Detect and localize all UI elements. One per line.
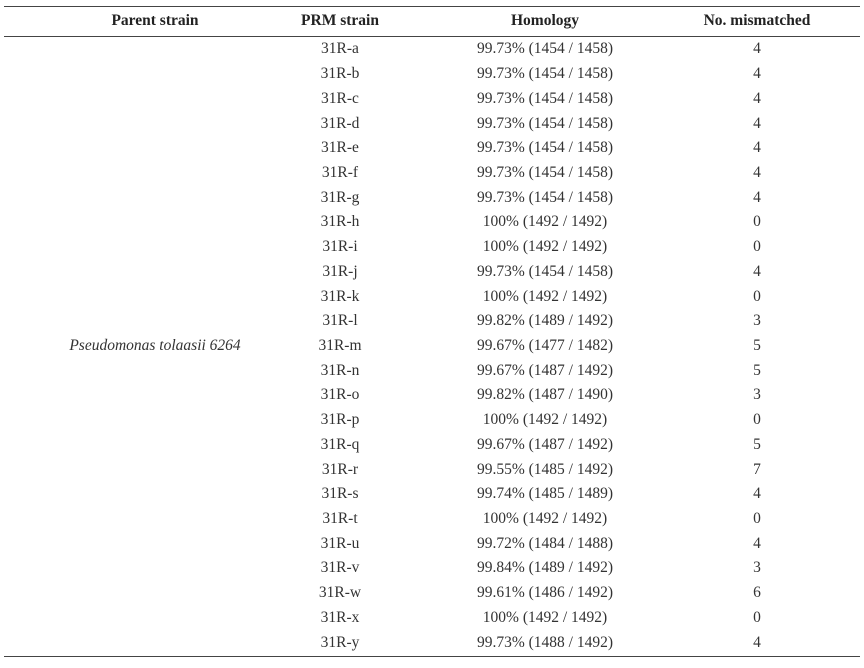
homology: 99.73% (1454 / 1458) <box>476 139 614 157</box>
mismatched: 4 <box>753 534 761 552</box>
mismatched: 4 <box>753 40 761 58</box>
prm-strain: 31R-y <box>320 633 360 651</box>
prm-strain: 31R-o <box>320 386 360 404</box>
mismatched: 0 <box>753 213 761 231</box>
prm-strain: 31R-j <box>322 262 358 280</box>
prm-strain: 31R-h <box>320 213 360 231</box>
homology: 100% (1492 / 1492) <box>482 287 608 305</box>
homology: 99.73% (1454 / 1458) <box>476 114 614 132</box>
homology: 99.72% (1484 / 1488) <box>476 534 614 552</box>
homology: 100% (1492 / 1492) <box>482 238 608 256</box>
homology: 100% (1492 / 1492) <box>482 608 608 626</box>
mismatched: 4 <box>753 139 761 157</box>
homology: 99.73% (1454 / 1458) <box>476 188 614 206</box>
prm-strain: 31R-m <box>318 337 362 354</box>
mismatched: 4 <box>753 633 761 651</box>
homology: 99.67% (1487 / 1492) <box>476 361 614 379</box>
mismatched: 4 <box>753 485 761 503</box>
prm-strain: 31R-b <box>320 65 360 83</box>
mismatched: 0 <box>753 510 761 528</box>
mismatched: 6 <box>753 584 761 602</box>
prm-strain: 31R-x <box>320 608 360 626</box>
prm-strain: 31R-i <box>322 238 358 256</box>
homology: 100% (1492 / 1492) <box>482 411 608 429</box>
mismatched: 5 <box>753 361 761 379</box>
homology: 100% (1492 / 1492) <box>482 510 608 528</box>
top-rule <box>4 6 860 7</box>
mismatched: 4 <box>753 89 761 107</box>
prm-strain: 31R-c <box>321 89 359 107</box>
mismatched: 0 <box>753 287 761 305</box>
header-cell: No. mismatched <box>703 12 811 29</box>
prm-strain: 31R-w <box>318 584 362 602</box>
mismatched: 4 <box>753 163 761 181</box>
mismatched: 4 <box>753 262 761 280</box>
homology: 99.73% (1454 / 1458) <box>476 163 614 181</box>
prm-strain: 31R-t <box>322 510 358 528</box>
parent-strain: Pseudomonas tolaasii 6264 <box>69 337 241 354</box>
mismatched: 7 <box>753 460 761 478</box>
bottom-rule <box>4 656 860 657</box>
prm-strain: 31R-u <box>320 534 360 552</box>
header-rule <box>4 36 860 37</box>
prm-strain: 31R-n <box>320 361 360 379</box>
prm-strain: 31R-r <box>321 460 359 478</box>
prm-strain: 31R-e <box>321 139 359 157</box>
homology: 99.67% (1477 / 1482) <box>476 337 614 354</box>
mismatched: 0 <box>753 238 761 256</box>
mismatched: 3 <box>753 386 761 404</box>
prm-strain: 31R-d <box>320 114 360 132</box>
mismatched: 3 <box>753 312 761 330</box>
homology: 99.73% (1454 / 1458) <box>476 262 614 280</box>
prm-strain: 31R-a <box>321 40 359 58</box>
mismatched: 5 <box>753 337 761 354</box>
prm-strain: 31R-q <box>320 435 360 453</box>
header-cell: Parent strain <box>111 12 199 29</box>
prm-strain: 31R-v <box>320 559 360 577</box>
mismatched: 5 <box>753 435 761 453</box>
prm-strain: 31R-f <box>321 163 359 181</box>
mismatched: 0 <box>753 608 761 626</box>
homology: 99.55% (1485 / 1492) <box>476 460 614 478</box>
mismatched: 4 <box>753 114 761 132</box>
homology: 100% (1492 / 1492) <box>482 213 608 231</box>
homology: 99.61% (1486 / 1492) <box>476 584 614 602</box>
prm-strain: 31R-l <box>322 312 358 330</box>
homology: 99.73% (1488 / 1492) <box>476 633 614 651</box>
mismatched: 4 <box>753 188 761 206</box>
homology: 99.73% (1454 / 1458) <box>476 40 614 58</box>
homology: 99.73% (1454 / 1458) <box>476 65 614 83</box>
homology: 99.67% (1487 / 1492) <box>476 435 614 453</box>
mismatched: 0 <box>753 411 761 429</box>
prm-strain: 31R-s <box>321 485 359 503</box>
prm-strain: 31R-k <box>320 287 360 305</box>
header-cell: PRM strain <box>301 12 379 29</box>
homology: 99.82% (1489 / 1492) <box>476 312 614 330</box>
mismatched: 4 <box>753 65 761 83</box>
homology: 99.82% (1487 / 1490) <box>476 386 614 404</box>
homology: 99.84% (1489 / 1492) <box>476 559 614 577</box>
homology: 99.73% (1454 / 1458) <box>476 89 614 107</box>
homology: 99.74% (1485 / 1489) <box>476 485 614 503</box>
header-cell: Homology <box>510 12 580 29</box>
prm-strain: 31R-p <box>320 411 360 429</box>
mismatched: 3 <box>753 559 761 577</box>
prm-strain: 31R-g <box>320 188 360 206</box>
